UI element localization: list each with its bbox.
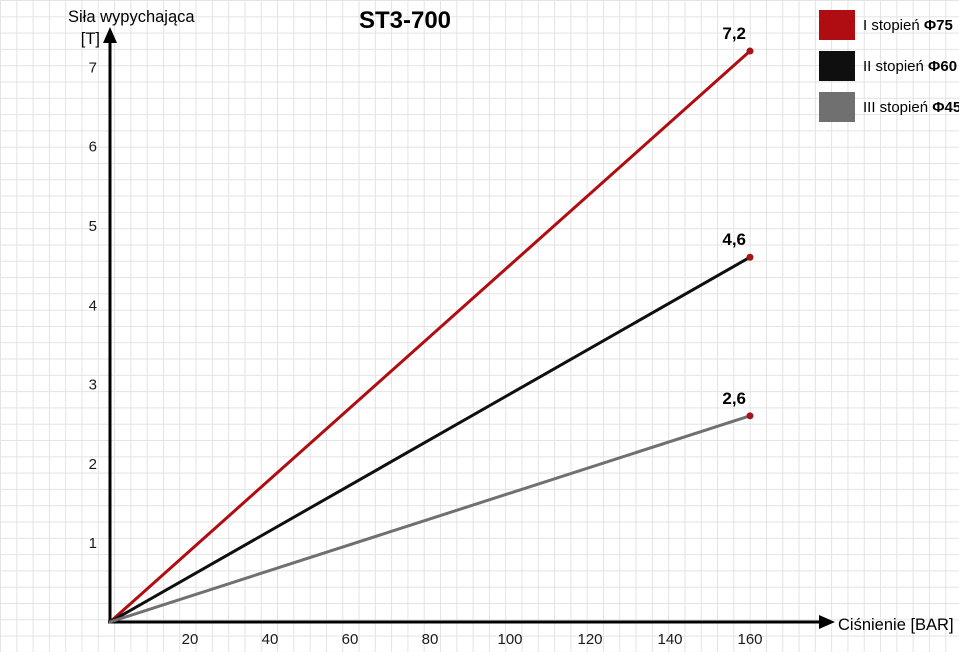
series-endpoint-3 <box>746 412 754 420</box>
series-end-label-2: 4,6 <box>722 230 746 249</box>
series-line-2 <box>108 255 752 624</box>
chart-title: ST3-700 <box>359 7 451 34</box>
y-tick-label: 6 <box>89 139 97 156</box>
legend-swatch-1 <box>819 10 855 40</box>
legend-item-3: III stopień Φ45 <box>819 92 959 122</box>
y-axis-arrow <box>103 27 117 43</box>
series-end-label-1: 7,2 <box>722 24 746 43</box>
legend-swatch-3 <box>819 92 855 122</box>
axes: 20 40 60 80 100 120 140 160 1 2 3 4 5 6 7 <box>89 27 835 648</box>
x-axis-label: Ciśnienie [BAR] <box>838 616 954 634</box>
legend-label-1: I stopień Φ75 <box>863 16 953 34</box>
y-tick-label: 5 <box>89 218 97 235</box>
x-tick-label: 100 <box>497 631 522 648</box>
y-tick-label: 3 <box>89 377 97 394</box>
series-endpoint-2 <box>746 253 754 261</box>
series-endpoint-1 <box>746 47 754 55</box>
series-end-label-3: 2,6 <box>722 389 746 408</box>
legend: I stopień Φ75 II stopień Φ60 III stopień Φ… <box>819 10 959 122</box>
y-axis-unit-label: [T] <box>81 30 100 48</box>
legend-item-1: I stopień Φ75 <box>819 10 959 40</box>
legend-swatch-2 <box>819 51 855 81</box>
x-tick-label: 140 <box>657 631 682 648</box>
x-axis-arrow <box>819 615 835 629</box>
x-tick-label: 160 <box>737 631 762 648</box>
legend-label-3: III stopień Φ45 <box>863 98 959 116</box>
series-lines: 7,2 4,6 2,6 <box>108 24 754 624</box>
series-line-1 <box>108 49 752 624</box>
x-tick-label: 120 <box>577 631 602 648</box>
y-tick-label: 1 <box>89 535 97 552</box>
x-tick-label: 40 <box>262 631 279 648</box>
y-axis-label: Siła wypychająca <box>68 8 195 26</box>
y-tick-label: 7 <box>89 59 97 76</box>
x-tick-label: 80 <box>422 631 439 648</box>
y-tick-label: 4 <box>89 297 97 314</box>
legend-item-2: II stopień Φ60 <box>819 51 959 81</box>
legend-label-2: II stopień Φ60 <box>863 57 958 75</box>
series-line-3 <box>108 414 752 624</box>
x-tick-label: 20 <box>182 631 199 648</box>
y-tick-label: 2 <box>89 456 97 473</box>
x-tick-label: 60 <box>342 631 359 648</box>
